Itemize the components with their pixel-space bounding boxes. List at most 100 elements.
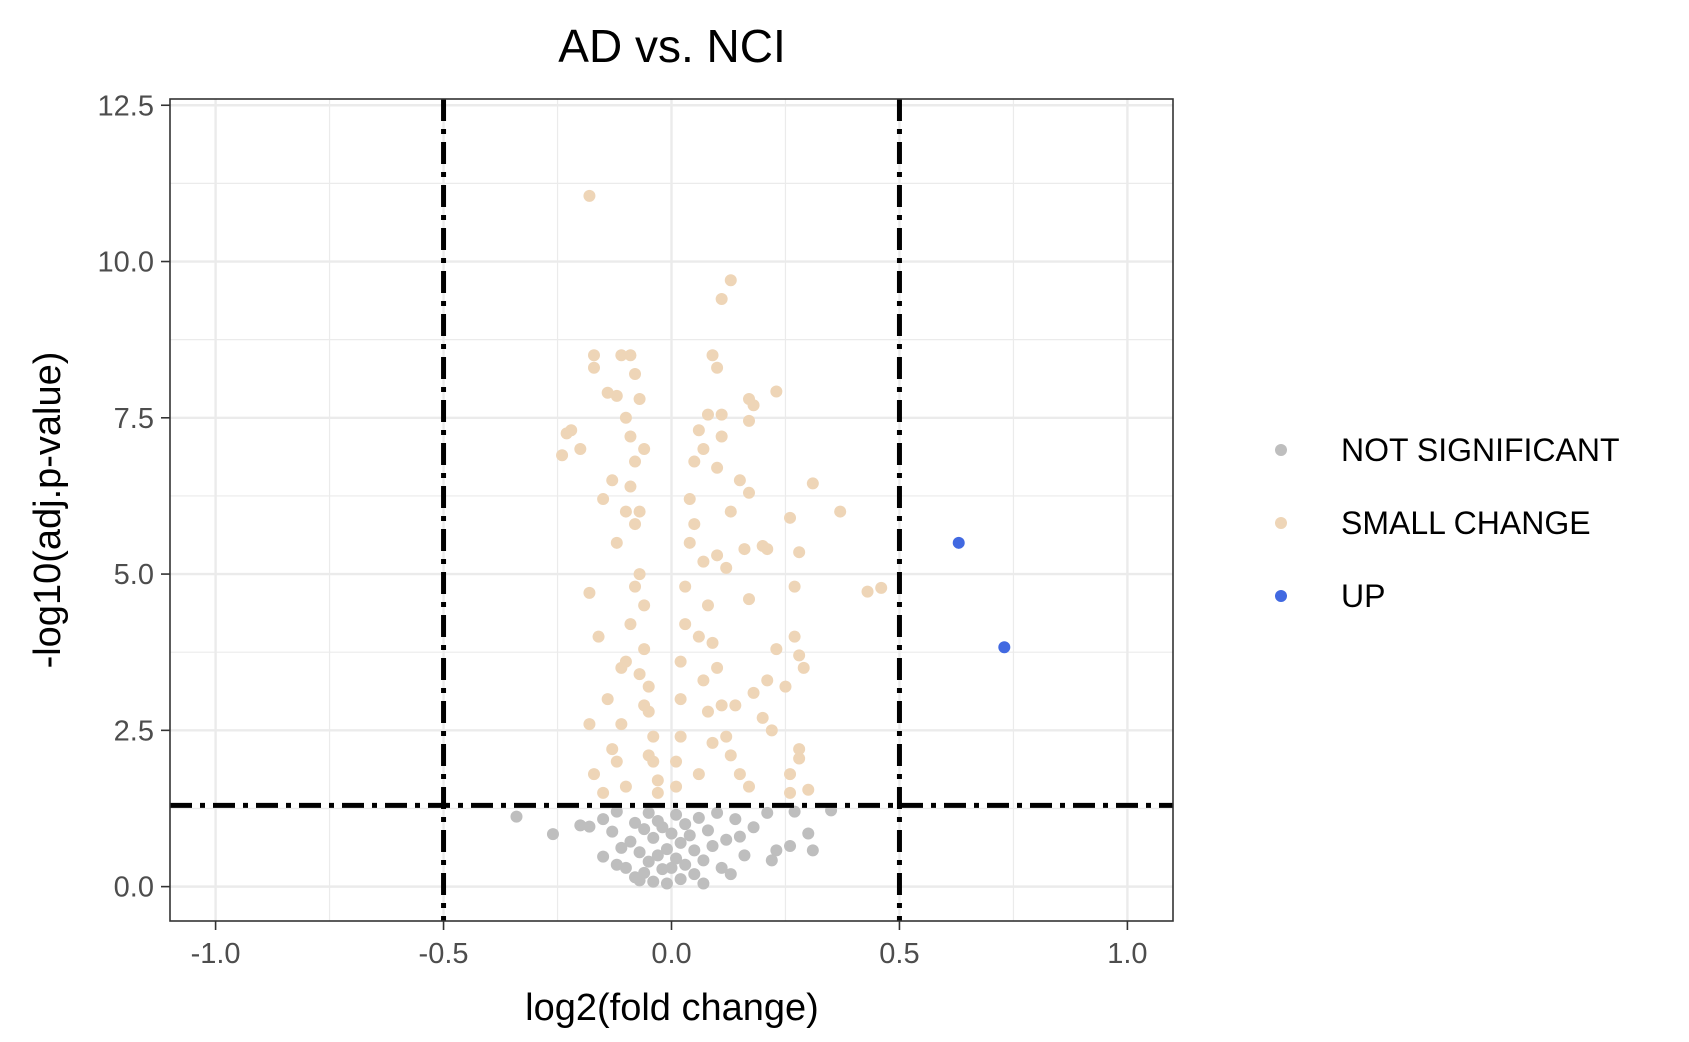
point-small-change — [793, 743, 806, 756]
point-small-change — [601, 693, 614, 706]
point-small-change — [692, 630, 705, 643]
point-small-change — [629, 368, 642, 381]
point-small-change — [711, 361, 724, 374]
point-small-change — [610, 755, 623, 768]
point-not-significant — [633, 846, 646, 859]
point-not-significant — [674, 873, 687, 886]
point-small-change — [633, 668, 646, 681]
point-small-change — [715, 430, 728, 443]
point-not-significant — [688, 868, 701, 881]
point-not-significant — [619, 861, 632, 874]
grid-lines — [170, 99, 1173, 921]
point-small-change — [715, 699, 728, 712]
point-small-change — [670, 780, 683, 793]
point-small-change — [587, 349, 600, 362]
point-small-change — [688, 455, 701, 468]
point-small-change — [615, 718, 628, 731]
point-small-change — [629, 580, 642, 593]
x-tick-label: 0.5 — [879, 938, 919, 970]
point-small-change — [683, 493, 696, 506]
point-not-significant — [660, 843, 673, 856]
point-small-change — [606, 743, 619, 756]
legend-label: NOT SIGNIFICANT — [1341, 432, 1620, 468]
point-small-change — [711, 549, 724, 562]
point-not-significant — [615, 841, 628, 854]
point-not-significant — [638, 823, 651, 836]
point-small-change — [642, 749, 655, 762]
point-small-change — [574, 443, 587, 456]
point-small-change — [788, 630, 801, 643]
point-small-change — [619, 780, 632, 793]
point-not-significant — [679, 818, 692, 831]
point-small-change — [747, 399, 760, 412]
point-not-significant — [574, 819, 587, 832]
point-not-significant — [688, 844, 701, 857]
point-small-change — [706, 349, 719, 362]
point-small-change — [683, 536, 696, 549]
point-small-change — [743, 780, 756, 793]
point-small-change — [788, 580, 801, 593]
y-tick-label: 12.5 — [98, 90, 154, 122]
point-small-change — [711, 661, 724, 674]
point-small-change — [706, 736, 719, 749]
point-small-change — [670, 755, 683, 768]
point-small-change — [597, 786, 610, 799]
point-not-significant — [683, 829, 696, 842]
point-small-change — [638, 643, 651, 656]
point-not-significant — [647, 831, 660, 844]
point-small-change — [651, 774, 664, 787]
point-small-change — [583, 586, 596, 599]
point-small-change — [784, 768, 797, 781]
x-axis-label: log2(fold change) — [525, 987, 819, 1029]
point-not-significant — [651, 849, 664, 862]
point-small-change — [679, 580, 692, 593]
y-tick-label: 2.5 — [114, 715, 154, 747]
point-not-significant — [624, 835, 637, 848]
point-not-significant — [802, 827, 815, 840]
point-not-significant — [720, 833, 733, 846]
point-small-change — [743, 414, 756, 427]
point-not-significant — [733, 830, 746, 843]
point-small-change — [701, 705, 714, 718]
x-tick-label: -1.0 — [191, 938, 241, 970]
point-small-change — [743, 486, 756, 499]
y-tick-label: 7.5 — [114, 403, 154, 435]
point-not-significant — [806, 844, 819, 857]
point-not-significant — [770, 844, 783, 857]
point-small-change — [624, 349, 637, 362]
point-small-change — [642, 680, 655, 693]
point-small-change — [697, 555, 710, 568]
point-not-significant — [670, 808, 683, 821]
point-small-change — [793, 546, 806, 559]
point-small-change — [711, 461, 724, 474]
point-small-change — [638, 699, 651, 712]
point-small-change — [597, 493, 610, 506]
point-small-change — [770, 643, 783, 656]
point-small-change — [601, 386, 614, 399]
point-not-significant — [729, 813, 742, 826]
point-small-change — [556, 449, 569, 462]
point-not-significant — [656, 821, 669, 834]
x-axis-ticks: -1.0 -0.5 0.0 0.5 1.0 — [191, 921, 1148, 970]
point-not-significant — [747, 821, 760, 834]
point-not-significant — [597, 813, 610, 826]
point-not-significant — [701, 824, 714, 837]
x-tick-label: 1.0 — [1107, 938, 1147, 970]
y-axis-ticks: 0.0 2.5 5.0 7.5 10.0 12.5 — [98, 90, 170, 904]
point-not-significant — [642, 855, 655, 868]
point-small-change — [647, 730, 660, 743]
point-small-change — [861, 585, 874, 598]
point-not-significant — [788, 805, 801, 818]
point-not-significant — [583, 820, 596, 833]
point-small-change — [784, 511, 797, 524]
point-small-change — [629, 455, 642, 468]
point-small-change — [638, 599, 651, 612]
point-not-significant — [724, 868, 737, 881]
point-not-significant — [610, 858, 623, 871]
y-tick-label: 5.0 — [114, 559, 154, 591]
point-not-significant — [697, 854, 710, 867]
legend-label: SMALL CHANGE — [1341, 505, 1591, 541]
point-small-change — [806, 477, 819, 490]
point-small-change — [692, 768, 705, 781]
